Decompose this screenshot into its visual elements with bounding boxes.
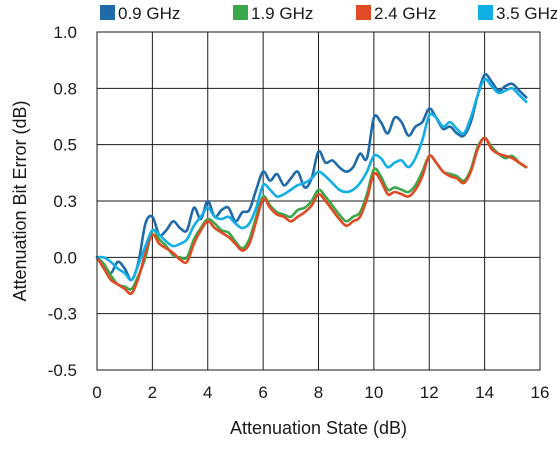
legend-swatch (478, 5, 493, 20)
legend: 0.9 GHz 1.9 GHz 2.4 GHz 3.5 GHz (100, 4, 557, 23)
series-lines (95, 73, 528, 296)
x-tick-label: 4 (203, 383, 212, 402)
legend-label: 3.5 GHz (496, 4, 557, 23)
x-tick-labels: 0 2 4 6 8 10 12 14 16 (92, 383, 549, 402)
y-tick-label: -0.5 (48, 361, 77, 380)
legend-label: 2.4 GHz (374, 4, 436, 23)
legend-label: 1.9 GHz (251, 4, 313, 23)
legend-item: 0.9 GHz (100, 4, 180, 23)
legend-item: 1.9 GHz (233, 4, 313, 23)
y-tick-label: 0.3 (53, 192, 77, 211)
legend-swatch (233, 5, 248, 20)
y-tick-label: 1.0 (53, 23, 77, 42)
y-tick-label: 0.8 (53, 79, 77, 98)
x-tick-label: 10 (364, 383, 383, 402)
x-tick-label: 0 (92, 383, 101, 402)
series-line-3-5-ghz (95, 77, 528, 282)
legend-swatch (356, 5, 371, 20)
x-tick-label: 2 (148, 383, 157, 402)
y-tick-labels: -0.5 -0.3 0.0 0.3 0.5 0.8 1.0 (48, 23, 77, 380)
x-tick-label: 12 (420, 383, 439, 402)
y-axis-title: Attenuation Bit Error (dB) (10, 100, 30, 301)
y-tick-label: 0.5 (53, 136, 77, 155)
x-tick-label: 16 (531, 383, 550, 402)
series-line-1-9-ghz (95, 136, 528, 291)
legend-item: 3.5 GHz (478, 4, 557, 23)
x-tick-label: 6 (258, 383, 267, 402)
legend-item: 2.4 GHz (356, 4, 436, 23)
legend-swatch (100, 5, 115, 20)
legend-label: 0.9 GHz (118, 4, 180, 23)
series-line-2-4-ghz (95, 136, 528, 296)
x-tick-label: 8 (314, 383, 323, 402)
x-axis-title: Attenuation State (dB) (230, 418, 407, 438)
plot-frame (96, 31, 541, 371)
x-tick-label: 14 (475, 383, 494, 402)
grid (96, 31, 541, 371)
y-tick-label: 0.0 (53, 248, 77, 267)
y-tick-label: -0.3 (48, 305, 77, 324)
